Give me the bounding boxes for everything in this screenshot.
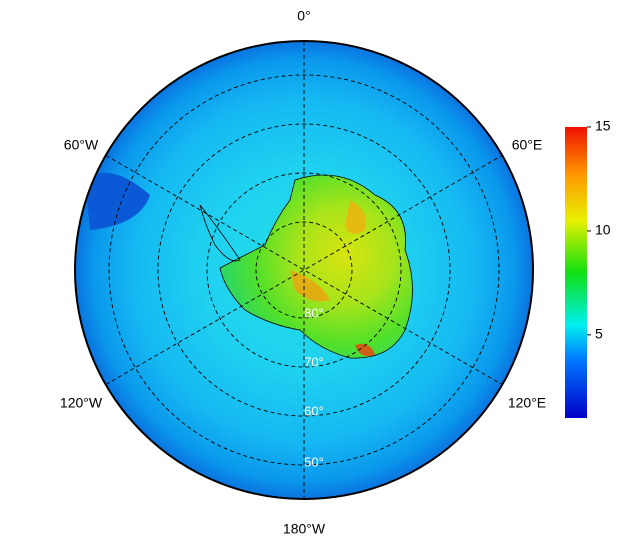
- lon-label: 180°W: [283, 521, 326, 537]
- lat-label: 80°: [304, 305, 324, 320]
- map-border: [74, 40, 534, 500]
- colorbar: [565, 127, 587, 418]
- lon-label: 120°W: [60, 395, 103, 411]
- colorbar-tick-label: 5: [595, 326, 603, 342]
- map-field: [75, 41, 533, 499]
- lon-label: 0°: [297, 8, 310, 24]
- colorbar-tick-label: 10: [595, 222, 611, 238]
- graticule: [105, 41, 503, 499]
- colorbar-tick-label: 15: [595, 118, 611, 134]
- lon-label: 60°E: [512, 137, 543, 153]
- lat-label: 70°: [304, 354, 324, 369]
- lat-label: 50°: [304, 454, 324, 469]
- lon-label: 120°E: [508, 395, 546, 411]
- lon-label: 60°W: [64, 137, 99, 153]
- lat-label: 60°: [304, 403, 324, 418]
